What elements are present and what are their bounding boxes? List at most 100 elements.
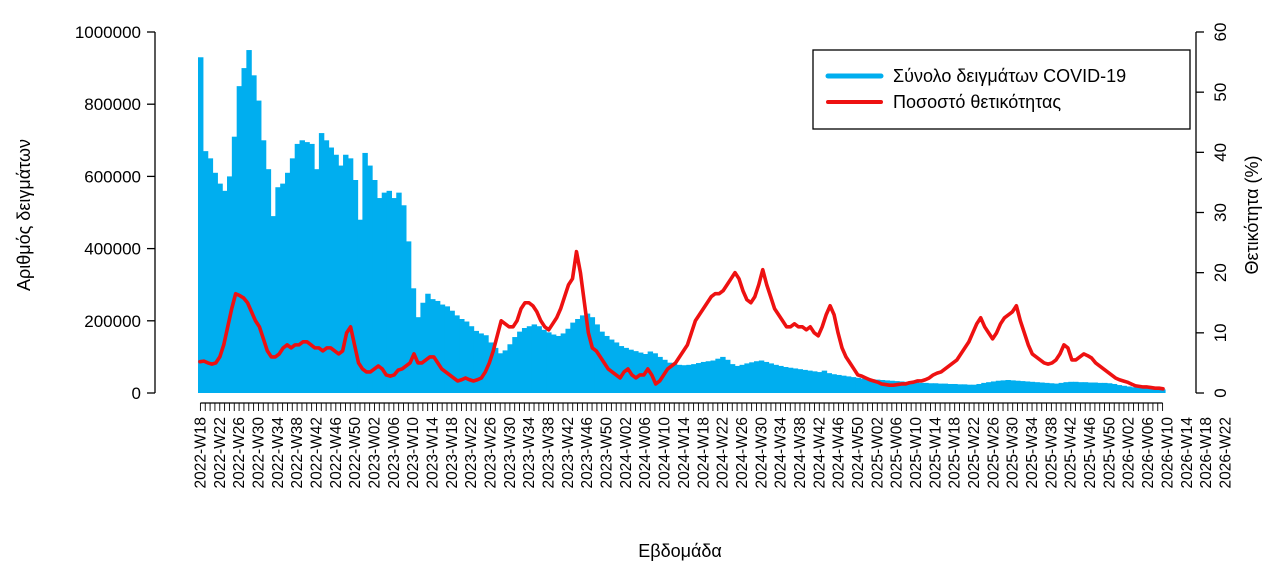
x-tick-label: 2025-W14	[927, 417, 944, 489]
bar	[314, 169, 320, 393]
bar	[1010, 380, 1016, 393]
bar	[367, 165, 373, 393]
x-tick-label: 2024-W10	[657, 417, 674, 489]
x-tick-label: 2023-W22	[463, 417, 480, 489]
bar	[792, 368, 799, 393]
bar	[637, 352, 644, 393]
x-tick-label: 2023-W38	[541, 417, 558, 489]
x-tick-label: 2024-W02	[618, 417, 635, 489]
bar	[1034, 382, 1040, 393]
bar	[807, 370, 813, 393]
bar	[285, 172, 291, 393]
x-tick-label: 2025-W10	[908, 417, 925, 489]
x-axis: 2022-W18 2022-W22 2022-W26 2022-W30 2022-W34…	[192, 402, 1234, 489]
bar	[584, 313, 591, 393]
bar	[725, 359, 731, 393]
x-tick-label: 2026-W02	[1121, 417, 1138, 489]
legend-label-positivity: Ποσοστό θετικότητας	[893, 92, 1061, 112]
x-tick-label: 2024-W18	[695, 417, 712, 489]
x-tick-label: 2024-W06	[637, 417, 654, 489]
bar	[579, 315, 586, 393]
x-tick-label: 2026-W10	[1159, 417, 1176, 489]
bar	[613, 342, 620, 393]
x-tick-label: 2023-W50	[599, 417, 616, 489]
bar	[1145, 388, 1152, 393]
x-tick-label: 2022-W18	[192, 417, 209, 489]
x-tick-label: 2025-W42	[1063, 417, 1080, 489]
bar	[256, 100, 262, 393]
x-tick-label: 2023-W46	[579, 417, 596, 489]
bar	[1000, 380, 1007, 393]
x-tick-label: 2024-W50	[850, 417, 867, 489]
bar	[454, 315, 460, 393]
bar	[676, 364, 683, 393]
bar	[957, 384, 963, 393]
x-tick-label: 2023-W14	[425, 417, 442, 489]
bar	[899, 381, 905, 393]
x-tick-label: 2022-W46	[328, 417, 345, 489]
bar	[217, 183, 223, 393]
bar	[671, 364, 678, 393]
bar	[347, 158, 354, 393]
y2-tick-label: 60	[1211, 23, 1230, 42]
x-tick-label: 2025-W22	[966, 417, 983, 489]
left-axis: 0 200000 400000 600000 800000 1000000	[75, 23, 156, 403]
bar	[937, 383, 944, 393]
legend-label-samples: Σύνολο δειγμάτων COVID-19	[893, 66, 1126, 86]
bar	[541, 329, 547, 393]
bar	[275, 187, 281, 393]
bar	[231, 136, 238, 393]
bar	[280, 183, 286, 393]
x-tick-label: 2025-W18	[947, 417, 964, 489]
bar	[372, 180, 378, 393]
bar	[995, 380, 1002, 393]
bar	[1097, 382, 1103, 393]
x-tick-label: 2024-W46	[831, 417, 848, 489]
bar	[386, 190, 392, 393]
x-tick-label: 2025-W02	[869, 417, 886, 489]
bar	[299, 140, 305, 393]
y-axis-title: Αριθμός δειγμάτων	[14, 139, 34, 291]
x-tick-label: 2023-W30	[502, 417, 519, 489]
bar	[1121, 385, 1127, 393]
bar	[526, 326, 533, 393]
bar	[405, 241, 412, 393]
bar	[391, 198, 397, 393]
line-group	[198, 249, 1165, 391]
bar	[1135, 387, 1142, 393]
bar	[521, 328, 528, 393]
y2-tick-label: 50	[1211, 83, 1230, 102]
bar	[536, 326, 542, 393]
bar	[444, 306, 451, 393]
bar	[686, 364, 692, 393]
x-tick-label: 2024-W34	[773, 417, 790, 489]
y2-tick-label: 40	[1211, 143, 1230, 162]
bar	[546, 332, 552, 393]
bar	[763, 361, 770, 393]
x-tick-label: 2022-W42	[308, 417, 325, 489]
y2-tick-label: 20	[1211, 263, 1230, 282]
bar	[1039, 382, 1045, 393]
x-tick-label: 2026-W06	[1140, 417, 1157, 489]
bar	[778, 365, 784, 393]
bar	[309, 143, 315, 393]
bar	[932, 383, 939, 393]
bar	[198, 57, 204, 394]
bar	[860, 378, 866, 393]
bar	[754, 361, 760, 393]
bar	[270, 216, 276, 393]
bar	[265, 169, 272, 393]
bar	[1073, 381, 1079, 393]
bar	[710, 360, 716, 393]
bar	[816, 372, 823, 393]
bar	[729, 364, 736, 393]
x-tick-label: 2023-W10	[405, 417, 422, 489]
x-tick-label: 2022-W34	[270, 417, 287, 489]
bar	[836, 374, 842, 393]
bar	[1116, 385, 1123, 393]
bar	[589, 317, 596, 393]
bar	[1044, 382, 1050, 393]
x-tick-label: 2026-W18	[1198, 417, 1215, 489]
bar	[304, 142, 310, 393]
